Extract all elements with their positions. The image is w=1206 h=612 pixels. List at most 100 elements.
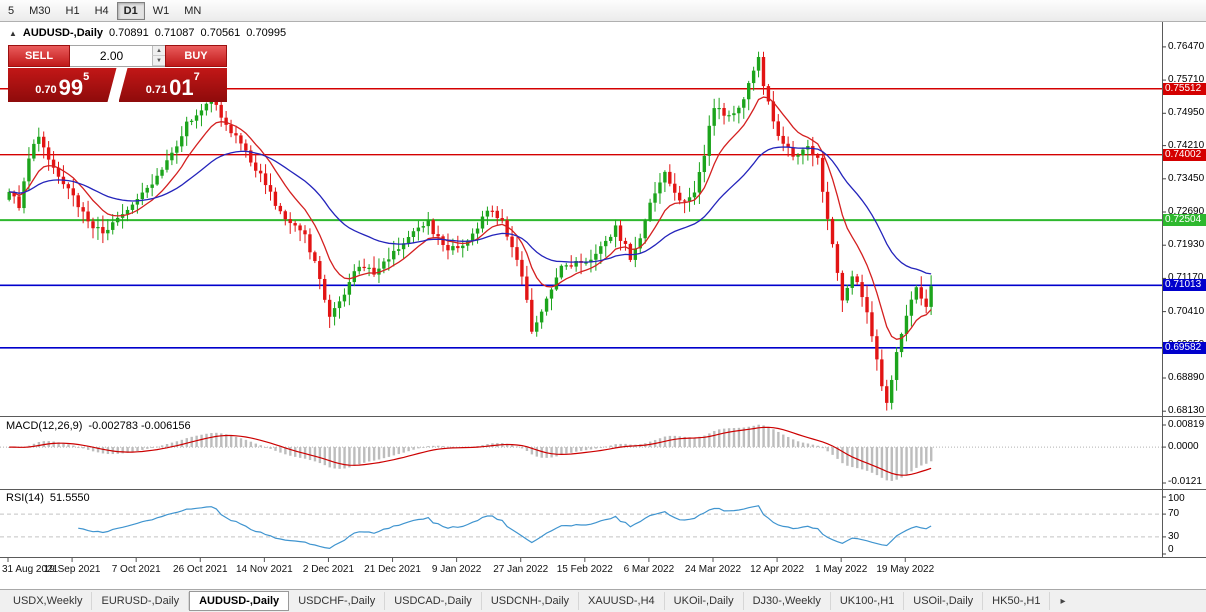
price-tick-label: 0.74950	[1168, 107, 1205, 119]
date-axis-label: 7 Oct 2021	[111, 564, 161, 575]
price-line-badge: 0.72504	[1163, 214, 1206, 227]
chart-tabs-bar: USDX,Weekly EURUSD-,Daily AUDUSD-,Daily USD…	[0, 589, 1206, 612]
date-axis-label: 12 Apr 2022	[750, 564, 805, 575]
ma-slow-line	[9, 146, 932, 275]
sell-price-sup: 5	[83, 71, 90, 83]
rsi-tick-label: 30	[1168, 530, 1180, 542]
price-tick-label: 0.75710	[1168, 74, 1205, 86]
chart-tab-usdx-weekly[interactable]: USDX,Weekly	[4, 592, 93, 610]
date-axis-label: 31 Aug 2021	[2, 564, 59, 575]
chart-tab-usdcnh-daily[interactable]: USDCNH-,Daily	[482, 592, 580, 610]
date-axis-label: 9 Jan 2022	[431, 564, 482, 575]
sell-button[interactable]: SELL	[8, 45, 70, 67]
rsi-panel-label: RSI(14) 51.5550	[6, 492, 90, 504]
chart-symbol-line: ▲ AUDUSD-,Daily 0.70891 0.71087 0.70561 …	[9, 27, 286, 39]
price-tick-label: 0.72690	[1168, 206, 1205, 217]
buy-price-small: 0.71	[145, 84, 168, 96]
price-line-badge: 0.74002	[1163, 148, 1206, 161]
timeframe-buttons: 5 M30 H1 H4 D1 W1 MN	[1, 1, 208, 20]
rsi-tick-label: 0	[1168, 544, 1174, 555]
price-line-badge: 0.69582	[1163, 341, 1206, 354]
price-tick-label: 0.71930	[1168, 239, 1205, 251]
timeframe-button-h4[interactable]: H4	[94, 4, 109, 17]
date-axis-label: 6 Mar 2022	[623, 564, 675, 575]
lot-spin-down-icon[interactable]: ▼	[152, 56, 165, 66]
chart-tab-xauusd-h4[interactable]: XAUUSD-,H4	[579, 592, 665, 610]
rsi-line	[78, 505, 932, 550]
chart-tab-eurusd-daily[interactable]: EURUSD-,Daily	[92, 592, 190, 610]
price-tick-label: 0.73450	[1168, 172, 1205, 184]
lot-spinner: ▲ ▼	[152, 46, 165, 66]
timeframe-button-w1[interactable]: W1	[152, 4, 170, 17]
rsi-tick-label: 70	[1168, 508, 1180, 520]
date-axis-label: 19 Sep 2021	[43, 564, 101, 575]
chart-symbol-label: AUDUSD-,Daily	[22, 27, 103, 39]
horizontal-price-lines[interactable]	[0, 88, 1162, 349]
price-tick-label: 0.70410	[1168, 305, 1205, 317]
macd-values: -0.002783 -0.006156	[88, 420, 191, 432]
date-axis-label: 14 Nov 2021	[236, 564, 293, 575]
date-axis-label: 24 Mar 2022	[684, 564, 742, 575]
macd-signal-line	[9, 426, 932, 476]
date-axis-label: 27 Jan 2022	[493, 564, 549, 575]
timeframe-button-d1[interactable]: D1	[116, 1, 145, 20]
trade-panel-collapse-icon[interactable]: ▲	[9, 28, 17, 38]
lot-size-input[interactable]	[70, 46, 165, 66]
chart-tab-uk100-h1[interactable]: UK100-,H1	[831, 592, 905, 610]
chart-tab-usoil-daily[interactable]: USOil-,Daily	[904, 592, 984, 610]
price-tick-label: 0.68890	[1168, 371, 1205, 383]
macd-tick-label: -0.0121	[1168, 476, 1202, 487]
date-axis-label: 2 Dec 2021	[302, 564, 355, 575]
chart-tab-usdcad-daily[interactable]: USDCAD-,Daily	[385, 592, 482, 610]
rsi-name: RSI(14)	[6, 492, 44, 504]
chart-tab-usdchf-daily[interactable]: USDCHF-,Daily	[289, 592, 386, 610]
date-axis-label: 21 Dec 2021	[364, 564, 421, 575]
timeframe-button-5[interactable]: 5	[8, 4, 15, 17]
lot-spin-up-icon[interactable]: ▲	[152, 46, 165, 56]
price-tick-label: 0.71170	[1168, 272, 1204, 284]
macd-tick-label: 0.00819	[1168, 419, 1205, 430]
ohlc-low: 0.70561	[200, 27, 241, 39]
candlestick-series	[7, 51, 933, 411]
rsi-value: 51.5550	[49, 492, 90, 504]
macd-name: MACD(12,26,9)	[6, 420, 83, 432]
macd-panel-label: MACD(12,26,9) -0.002783 -0.006156	[6, 420, 191, 432]
chart-tab-hk50-h1[interactable]: HK50-,H1	[983, 592, 1051, 610]
price-tick-label: 0.68130	[1168, 405, 1205, 417]
chart-tabs: USDX,Weekly EURUSD-,Daily AUDUSD-,Daily USD…	[4, 591, 1051, 611]
ohlc-high: 0.71087	[154, 27, 195, 39]
lot-size-field: ▲ ▼	[70, 45, 165, 67]
buy-button[interactable]: BUY	[165, 45, 227, 67]
ohlc-close: 0.70995	[246, 27, 287, 39]
buy-price-sup: 7	[193, 71, 200, 83]
price-line-badge: 0.71013	[1163, 279, 1206, 292]
ohlc-open: 0.70891	[109, 27, 149, 39]
date-axis-label: 19 May 2022	[876, 564, 935, 575]
date-axis-label: 26 Oct 2021	[173, 564, 228, 575]
rsi-tick-label: 100	[1168, 493, 1185, 504]
price-tick-label: 0.69650	[1168, 338, 1205, 350]
chart-tab-dj30-weekly[interactable]: DJ30-,Weekly	[744, 592, 831, 610]
date-axis-label: 1 May 2022	[815, 564, 868, 575]
buy-price-big: 01	[169, 75, 194, 100]
price-tick-label: 0.74210	[1168, 139, 1205, 151]
sell-price-small: 0.70	[35, 84, 57, 96]
date-axis-label: 15 Feb 2022	[556, 564, 613, 575]
macd-histogram	[8, 424, 933, 481]
buy-price-box[interactable]: 0.71 01 7	[118, 68, 227, 102]
tabs-scroll-right-icon[interactable]: ▸	[1060, 595, 1066, 607]
sell-price-big: 99	[58, 75, 84, 100]
timeframe-toolbar: 5 M30 H1 H4 D1 W1 MN	[0, 0, 1206, 22]
timeframe-button-m30[interactable]: M30	[29, 4, 51, 17]
price-tick-label: 0.76470	[1168, 40, 1205, 52]
price-line-badge: 0.75512	[1163, 82, 1206, 95]
timeframe-button-mn[interactable]: MN	[184, 4, 202, 17]
sell-price-box[interactable]: 0.70 99 5	[8, 68, 117, 102]
chart-tab-audusd-daily[interactable]: AUDUSD-,Daily	[189, 591, 290, 611]
ma-fast-line	[9, 96, 932, 340]
chart-tab-ukoil-daily[interactable]: UKOil-,Daily	[665, 592, 744, 610]
timeframe-button-h1[interactable]: H1	[65, 4, 80, 17]
macd-tick-label: 0.0000	[1168, 441, 1199, 453]
